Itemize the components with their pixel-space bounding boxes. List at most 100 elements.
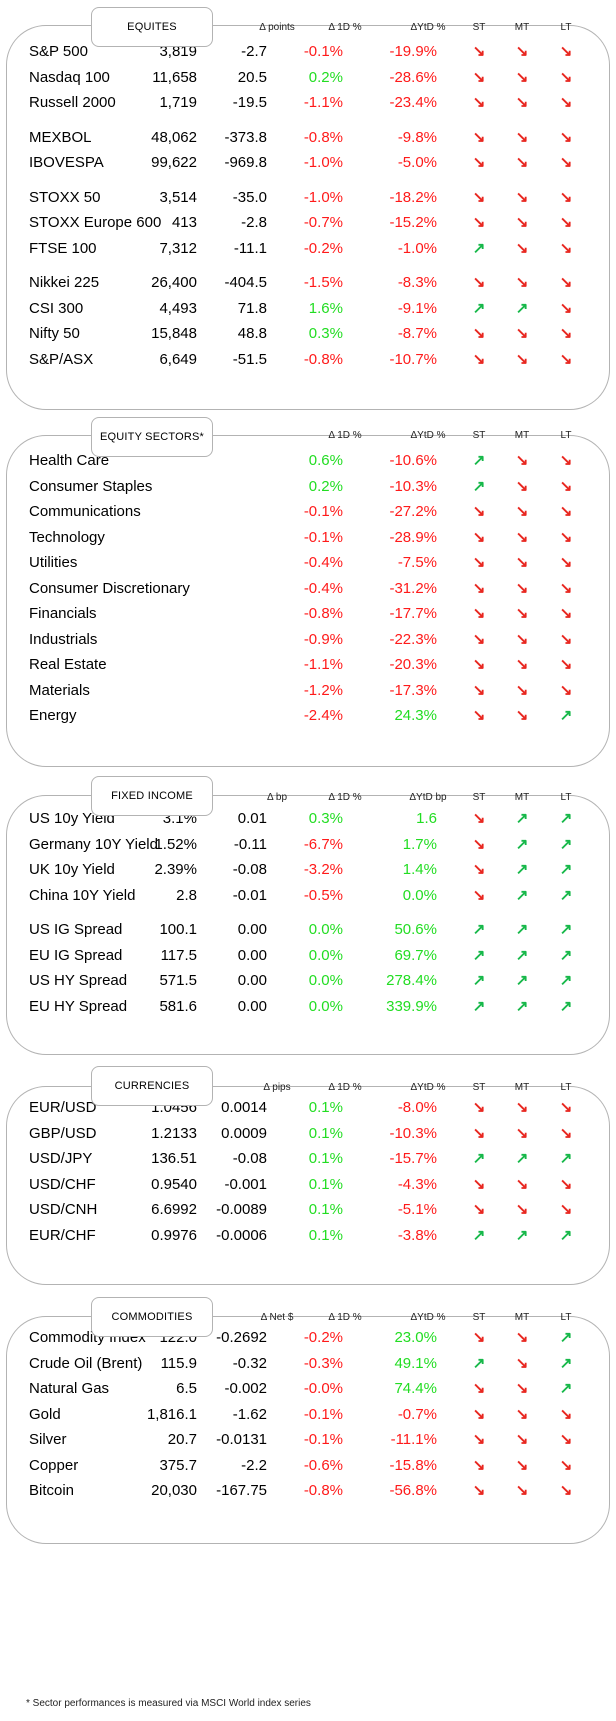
arrow-down-right-icon: ↘ <box>515 274 529 291</box>
row-level: 117.5 <box>160 946 197 964</box>
row-change-ytd: -3.8% <box>397 1226 437 1244</box>
arrow-up-right-icon: ↗ <box>472 452 486 469</box>
row-change-1d: 0.0% <box>308 921 343 938</box>
row-change-ytd: 1.7% <box>402 835 437 853</box>
column-header-v3: Δ 1D % <box>328 1312 362 1323</box>
arrow-down-right-icon: ↘ <box>559 554 573 571</box>
table-row: Nikkei 225 26,400 -404.5 -1.5% -8.3% ↘ ↘ ↘ <box>7 269 611 297</box>
column-header-v2: Δ bp <box>266 792 288 803</box>
arrow-up-right-icon: ↗ <box>515 972 529 989</box>
row-name: STOXX Europe 600 <box>29 214 162 231</box>
arrow-up-right-icon: ↗ <box>515 861 529 878</box>
arrow-down-right-icon: ↘ <box>472 886 486 904</box>
row-change-1d: -6.7% <box>303 835 343 853</box>
row-change: -0.0006 <box>216 1226 267 1244</box>
row-name: Financials <box>29 605 97 622</box>
arrow-down-right-icon: ↘ <box>472 503 486 520</box>
arrow-down-right-icon: ↘ <box>472 1380 486 1397</box>
row-name: Health Care <box>29 452 110 469</box>
table-row: STOXX Europe 600 413 -2.8 -0.7% -15.2% ↘ ↘ ↘ <box>7 209 611 237</box>
arrow-down-right-icon: ↘ <box>515 477 529 495</box>
row-change-1d: 0.1% <box>308 1201 343 1218</box>
equities-panel: Δ points Δ 1D % ΔYtD % ST MT LT S&P 500 3,819 -2… <box>6 22 611 410</box>
table-row: US 10y Yield 3.1% 0.01 0.3% 1.6 ↘ ↗ ↗ <box>7 805 611 833</box>
row-change-ytd: 49.1% <box>394 1354 437 1372</box>
arrow-down-right-icon: ↘ <box>559 1405 573 1423</box>
arrow-down-right-icon: ↘ <box>559 681 573 699</box>
row-change-1d: 0.0% <box>308 972 343 989</box>
row-name: Energy <box>29 707 77 724</box>
arrow-up-right-icon: ↗ <box>472 299 486 317</box>
arrow-down-right-icon: ↘ <box>515 1431 529 1448</box>
column-header-v3: Δ 1D % <box>328 430 362 441</box>
arrow-down-right-icon: ↘ <box>559 452 573 469</box>
row-name: Silver <box>29 1431 67 1448</box>
row-change-1d: -1.0% <box>303 188 343 206</box>
arrow-down-right-icon: ↘ <box>515 1482 529 1499</box>
arrow-down-right-icon: ↘ <box>515 554 529 571</box>
arrow-down-right-icon: ↘ <box>515 452 529 469</box>
arrow-down-right-icon: ↘ <box>515 94 529 111</box>
row-level: 20,030 <box>151 1482 197 1499</box>
arrow-down-right-icon: ↘ <box>559 1124 573 1142</box>
arrow-down-right-icon: ↘ <box>472 1124 486 1142</box>
row-name: US HY Spread <box>29 972 128 989</box>
column-header-lt: LT <box>560 430 572 441</box>
row-change-1d: -0.4% <box>303 554 343 571</box>
row-change: -373.8 <box>224 128 267 146</box>
arrow-down-right-icon: ↘ <box>515 1099 529 1116</box>
column-header-v2: Δ points <box>259 22 295 33</box>
table-row: Consumer Discretionary -0.4% -31.2% ↘ ↘ ↘ <box>7 575 611 603</box>
arrow-down-right-icon: ↘ <box>559 128 573 146</box>
table-row: STOXX 50 3,514 -35.0 -1.0% -18.2% ↘ ↘ ↘ <box>7 184 611 212</box>
arrow-down-right-icon: ↘ <box>515 1405 529 1423</box>
table-row: USD/JPY 136.51 -0.08 0.1% -15.7% ↗ ↗ ↗ <box>7 1145 611 1173</box>
row-change-1d: -1.1% <box>303 656 343 673</box>
row-change-ytd: 0.0% <box>402 886 437 904</box>
table-row: Financials -0.8% -17.7% ↘ ↘ ↘ <box>7 600 611 628</box>
arrow-down-right-icon: ↘ <box>472 1456 486 1474</box>
row-change-1d: -0.1% <box>303 1431 343 1448</box>
arrow-up-right-icon: ↗ <box>472 997 486 1015</box>
row-level: 26,400 <box>151 274 197 291</box>
row-change: -0.01 <box>232 886 267 904</box>
row-change: -167.75 <box>216 1482 267 1499</box>
row-change-ytd: 339.9% <box>386 997 437 1015</box>
row-name: S&P 500 <box>29 43 88 60</box>
row-name: FTSE 100 <box>29 239 97 257</box>
arrow-down-right-icon: ↘ <box>559 299 573 317</box>
arrow-up-right-icon: ↗ <box>515 1150 529 1167</box>
arrow-down-right-icon: ↘ <box>515 154 529 171</box>
arrow-up-right-icon: ↗ <box>559 810 573 827</box>
row-change-ytd: -17.3% <box>389 681 437 699</box>
row-change-ytd: -28.6% <box>389 68 437 86</box>
row-level: 20.7 <box>167 1431 197 1448</box>
row-change-ytd: -27.2% <box>389 503 437 520</box>
row-change: 0.01 <box>237 810 267 827</box>
row-name: Nifty 50 <box>29 325 80 342</box>
row-level: 0.9976 <box>151 1226 197 1244</box>
arrow-down-right-icon: ↘ <box>472 1405 486 1423</box>
column-header-v4: ΔYtD % <box>410 22 446 33</box>
commodities-panel: Δ Net $ Δ 1D % ΔYtD % ST MT LT Commodity Index… <box>6 1312 610 1544</box>
row-level: 2.39% <box>154 861 197 878</box>
arrow-down-right-icon: ↘ <box>515 128 529 146</box>
row-change-ytd: -10.3% <box>389 1124 437 1142</box>
row-level: 581.6 <box>159 997 197 1015</box>
table-row: Energy -2.4% 24.3% ↘ ↘ ↗ <box>7 702 611 730</box>
row-change-1d: 0.1% <box>308 1226 343 1244</box>
arrow-up-right-icon: ↗ <box>515 299 529 317</box>
row-change: -11.1 <box>233 239 267 257</box>
row-change: -0.0089 <box>216 1201 267 1218</box>
arrow-down-right-icon: ↘ <box>559 94 573 111</box>
arrow-down-right-icon: ↘ <box>472 861 486 878</box>
equities-column-headers: Δ points Δ 1D % ΔYtD % ST MT LT <box>7 14 611 42</box>
arrow-down-right-icon: ↘ <box>472 1482 486 1499</box>
arrow-down-right-icon: ↘ <box>472 1175 486 1193</box>
arrow-down-right-icon: ↘ <box>515 214 529 231</box>
column-header-st: ST <box>472 1312 486 1323</box>
column-header-st: ST <box>472 792 486 803</box>
table-row: EU HY Spread 581.6 0.00 0.0% 339.9% ↗ ↗ ↗ <box>7 993 611 1021</box>
arrow-down-right-icon: ↘ <box>515 656 529 673</box>
column-header-lt: LT <box>560 1082 572 1093</box>
